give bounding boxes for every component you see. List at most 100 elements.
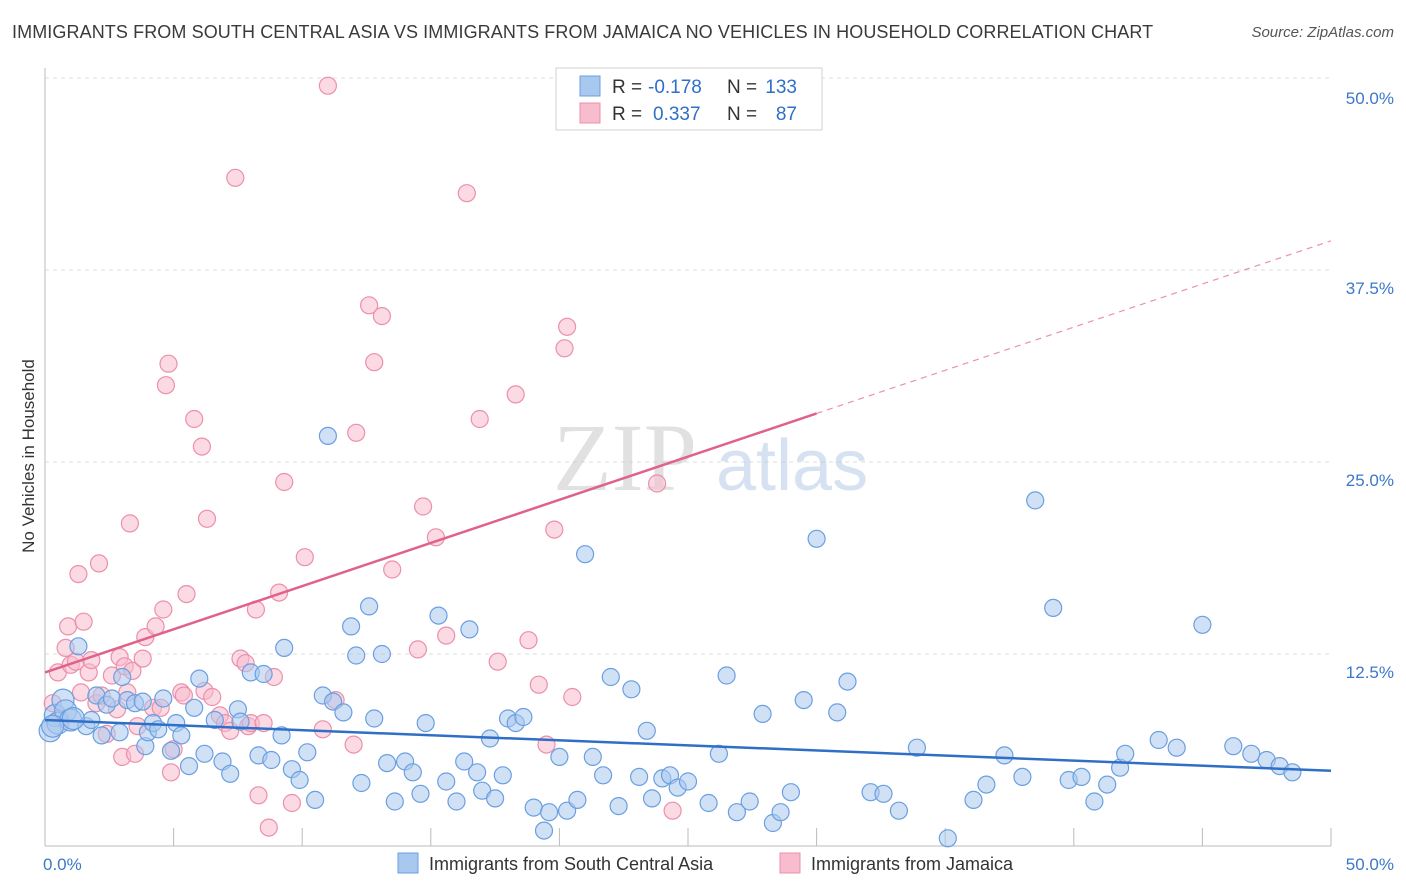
jamaica-point xyxy=(457,184,476,203)
south-central-asia-point xyxy=(781,783,801,802)
south-central-asia-point xyxy=(622,680,641,699)
south-central-asia-point xyxy=(539,803,559,822)
jamaica-point xyxy=(344,735,363,754)
jamaica-point xyxy=(249,786,268,805)
jamaica-point xyxy=(383,560,402,579)
south-central-asia-point xyxy=(92,726,111,745)
source-label: Source: ZipAtlas.com xyxy=(1251,24,1394,41)
south-central-asia-point xyxy=(907,738,927,757)
y-tick-label-37-5: 37.5% xyxy=(1346,279,1394,298)
x-tick-label-max: 50.0% xyxy=(1346,855,1394,874)
south-central-asia-point xyxy=(1242,744,1261,763)
jamaica-point xyxy=(529,675,548,694)
series-legend-label-pink: Immigrants from Jamaica xyxy=(811,854,1014,874)
south-central-asia-point xyxy=(699,793,718,813)
series-legend-swatch-blue xyxy=(397,852,419,874)
south-central-asia-point xyxy=(575,545,595,564)
south-central-asia-point xyxy=(534,821,554,840)
south-central-asia-point xyxy=(601,667,620,687)
jamaica-point xyxy=(506,385,525,404)
south-central-asia-point xyxy=(154,689,173,708)
south-central-asia-point xyxy=(254,664,273,684)
x-axis-ticks xyxy=(44,828,1332,846)
jamaica-point xyxy=(365,353,384,372)
south-central-asia-point xyxy=(593,766,613,785)
south-central-asia-point xyxy=(889,801,909,820)
jamaica-point xyxy=(120,514,139,533)
jamaica-point xyxy=(557,317,577,336)
jamaica-point xyxy=(663,801,682,820)
south-central-asia-point xyxy=(429,606,448,625)
south-central-asia-point xyxy=(609,796,628,816)
trend-lines xyxy=(44,240,1332,772)
jamaica-point xyxy=(437,626,456,645)
south-central-asia-point xyxy=(514,707,533,727)
south-central-asia-point xyxy=(468,763,487,782)
south-central-asia-point xyxy=(185,698,204,717)
south-central-asia-point xyxy=(365,709,384,728)
jamaica-point xyxy=(408,640,427,659)
jamaica-point xyxy=(360,296,379,315)
jamaica-point xyxy=(488,652,507,671)
south-central-asia-point xyxy=(262,750,281,770)
south-central-asia-point xyxy=(221,764,240,783)
y-tick-label-50: 50.0% xyxy=(1346,89,1394,108)
south-central-asia-point xyxy=(807,529,826,548)
south-central-asia-point xyxy=(995,746,1014,765)
jamaica-point xyxy=(69,564,88,584)
south-central-asia-point xyxy=(838,672,857,691)
watermark-atlas: atlas xyxy=(716,426,868,506)
south-central-asia-point xyxy=(455,752,474,771)
jamaica-point xyxy=(226,168,245,187)
south-central-asia-point xyxy=(493,766,512,785)
jamaica-point xyxy=(282,793,301,813)
jamaica-point xyxy=(647,474,667,493)
jamaica-point xyxy=(58,617,78,636)
jamaica-point xyxy=(156,376,175,395)
south-central-asia-point xyxy=(298,743,317,762)
jamaica-trend-line xyxy=(44,412,817,674)
south-central-asia-point xyxy=(272,726,291,745)
south-central-asia-point xyxy=(1044,598,1063,618)
jamaica-point xyxy=(295,548,314,567)
legend-r-label-pink: R = xyxy=(612,104,642,125)
south-central-asia-point xyxy=(717,666,736,685)
series-legend: Immigrants from South Central Asia Immig… xyxy=(397,852,1014,874)
south-central-asia-point xyxy=(938,829,957,848)
south-central-asia-point xyxy=(753,704,772,724)
south-central-asia-point xyxy=(740,792,759,811)
south-central-asia-point xyxy=(275,638,294,658)
south-central-asia-point xyxy=(709,744,729,763)
south-central-asia-point xyxy=(977,775,996,794)
south-central-asia-point xyxy=(1072,767,1091,787)
legend-n-value-pink: 87 xyxy=(776,104,797,125)
jamaica-point xyxy=(259,818,278,837)
south-central-asia-point xyxy=(347,646,366,665)
south-central-asia-trend-line xyxy=(44,718,1332,772)
jamaica-point xyxy=(347,423,366,442)
south-central-asia-point xyxy=(110,723,129,742)
south-central-asia-point xyxy=(1224,737,1243,756)
gridlines xyxy=(45,77,1331,655)
jamaica-point xyxy=(203,687,222,707)
jamaica-trend-extension xyxy=(816,240,1332,415)
south-central-asia-point xyxy=(550,747,569,767)
chart-title: IMMIGRANTS FROM SOUTH CENTRAL ASIA VS IM… xyxy=(12,22,1154,42)
south-central-asia-point xyxy=(1013,767,1032,787)
south-central-asia-point xyxy=(1026,491,1045,510)
watermark: ZIP atlas xyxy=(553,404,868,511)
south-central-asia-point xyxy=(678,772,698,791)
south-central-asia-point xyxy=(874,784,893,803)
south-central-asia-point xyxy=(771,803,790,822)
jamaica-point xyxy=(89,554,109,573)
y-tick-label-12-5: 12.5% xyxy=(1346,663,1394,682)
jamaica-point xyxy=(275,472,294,492)
south-central-asia-point xyxy=(568,790,587,810)
jamaica-point xyxy=(154,600,173,619)
south-central-asia-point xyxy=(437,772,456,791)
south-central-asia-point xyxy=(1283,763,1302,782)
jamaica-point xyxy=(197,509,217,528)
south-central-asia-point xyxy=(41,714,65,738)
south-central-asia-point xyxy=(113,667,132,687)
